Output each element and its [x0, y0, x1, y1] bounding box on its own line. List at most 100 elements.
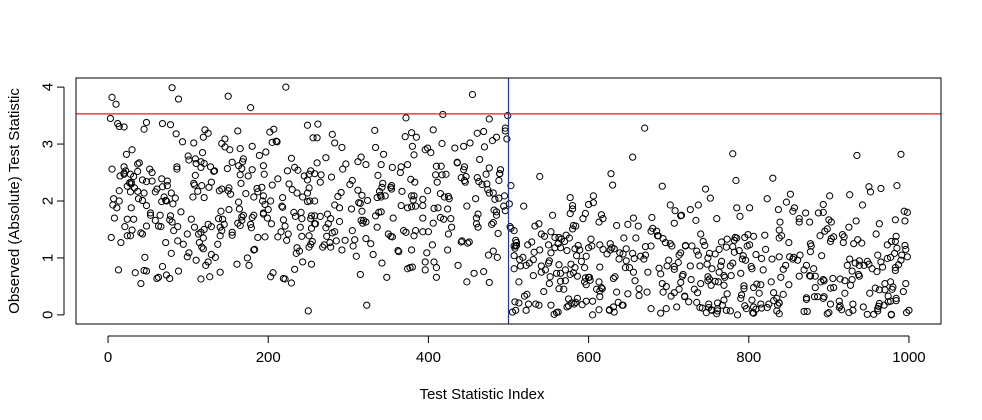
- data-point: [747, 262, 755, 271]
- data-point: [197, 163, 205, 171]
- data-point: [460, 166, 468, 174]
- plot-frame: [75, 77, 942, 325]
- data-point: [277, 228, 285, 236]
- data-point: [704, 254, 712, 262]
- data-point: [216, 268, 224, 276]
- data-point: [173, 165, 181, 173]
- data-point: [154, 273, 163, 281]
- data-point: [352, 252, 360, 260]
- data-point: [115, 122, 123, 131]
- data-point: [819, 208, 827, 216]
- data-point: [381, 192, 389, 200]
- data-point: [313, 159, 321, 167]
- data-point: [206, 163, 215, 171]
- data-point: [679, 270, 687, 279]
- data-point: [225, 184, 233, 192]
- data-point: [886, 253, 895, 261]
- data-point: [697, 279, 705, 288]
- data-point: [335, 204, 344, 212]
- data-point: [424, 228, 433, 236]
- data-point: [403, 160, 412, 169]
- data-point: [197, 275, 205, 283]
- data-point: [157, 223, 165, 231]
- data-point: [238, 158, 247, 166]
- data-point: [737, 269, 745, 277]
- data-point: [168, 84, 176, 92]
- data-point: [757, 281, 765, 289]
- data-point: [122, 150, 131, 158]
- data-point: [875, 286, 883, 294]
- data-point: [140, 189, 148, 197]
- data-point: [421, 266, 429, 274]
- data-point: [307, 224, 316, 232]
- data-point: [237, 179, 245, 187]
- data-point: [613, 221, 621, 230]
- data-point: [307, 215, 315, 223]
- data-point: [811, 272, 819, 280]
- data-point: [247, 104, 255, 112]
- data-point: [218, 227, 226, 235]
- data-point: [387, 232, 395, 240]
- data-point: [494, 229, 502, 238]
- data-point: [599, 215, 607, 223]
- data-point: [444, 246, 452, 254]
- data-point: [547, 249, 555, 257]
- data-point: [877, 184, 885, 193]
- data-point: [348, 227, 356, 235]
- data-point: [151, 188, 159, 196]
- data-point: [713, 310, 721, 318]
- data-point: [126, 232, 135, 240]
- data-point: [785, 238, 793, 247]
- data-point: [696, 262, 704, 270]
- data-point: [524, 300, 533, 308]
- data-point: [307, 260, 316, 268]
- data-point: [661, 238, 670, 247]
- data-point: [561, 266, 569, 274]
- data-point: [260, 170, 268, 178]
- data-point: [234, 219, 242, 227]
- data-point: [825, 309, 833, 317]
- data-point: [735, 246, 743, 255]
- data-point: [740, 282, 748, 290]
- data-point: [802, 295, 811, 304]
- data-point: [160, 193, 168, 201]
- data-point: [255, 151, 264, 160]
- data-point: [137, 229, 145, 237]
- data-point: [550, 310, 558, 318]
- data-point: [358, 207, 366, 215]
- data-point: [560, 285, 568, 293]
- data-point: [388, 163, 396, 171]
- data-point: [430, 204, 438, 212]
- data-point: [328, 130, 336, 138]
- data-point: [531, 222, 539, 230]
- data-point: [394, 246, 402, 255]
- data-point: [408, 142, 416, 150]
- data-point: [701, 241, 709, 250]
- data-point: [348, 176, 356, 185]
- data-point: [423, 249, 431, 257]
- data-point: [745, 204, 754, 212]
- data-point: [495, 194, 503, 202]
- data-point: [264, 205, 272, 214]
- data-point: [840, 233, 848, 241]
- y-tick-label: 0: [39, 311, 56, 319]
- data-point: [166, 121, 175, 129]
- data-point: [482, 170, 490, 178]
- data-point: [525, 259, 533, 267]
- data-point: [768, 255, 776, 263]
- data-point: [523, 290, 531, 298]
- data-point: [433, 178, 441, 186]
- data-point: [625, 264, 634, 272]
- data-point: [342, 160, 350, 168]
- data-point: [217, 207, 225, 215]
- data-point: [631, 277, 639, 285]
- data-point: [875, 220, 883, 228]
- data-point: [773, 294, 781, 302]
- data-point: [763, 303, 771, 312]
- data-point: [248, 166, 256, 174]
- data-point: [503, 135, 511, 143]
- data-point: [110, 195, 118, 203]
- data-point: [733, 234, 741, 242]
- data-point: [243, 254, 251, 262]
- data-point: [485, 164, 493, 172]
